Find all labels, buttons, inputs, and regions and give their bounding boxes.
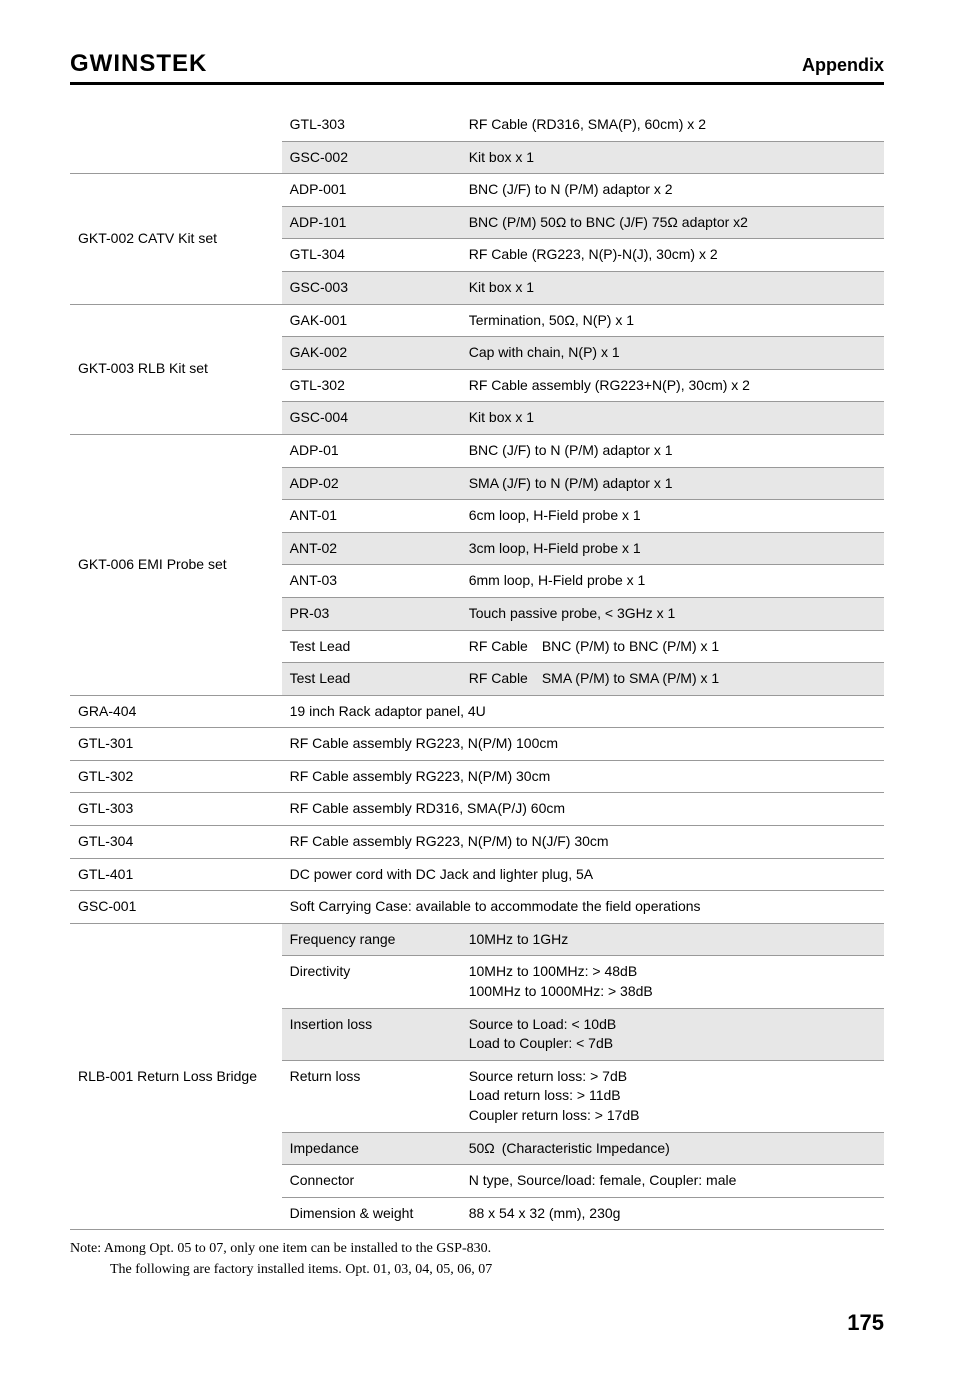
row-label: GTL-303 xyxy=(70,793,282,826)
row-label: GKT-006 EMI Probe set xyxy=(70,434,282,695)
row-key: Dimension & weight xyxy=(282,1197,461,1230)
row-value: 6cm loop, H-Field probe x 1 xyxy=(461,500,884,533)
row-key: ANT-02 xyxy=(282,532,461,565)
row-value: BNC (J/F) to N (P/M) adaptor x 2 xyxy=(461,174,884,207)
page-number: 175 xyxy=(70,1310,884,1336)
table-row: GTL-303RF Cable (RD316, SMA(P), 60cm) x … xyxy=(70,109,884,141)
row-key: ADP-001 xyxy=(282,174,461,207)
table-row: GTL-303RF Cable assembly RD316, SMA(P/J)… xyxy=(70,793,884,826)
row-key: GSC-003 xyxy=(282,271,461,304)
row-key: GSC-002 xyxy=(282,141,461,174)
row-label xyxy=(70,109,282,174)
row-value: RF Cable assembly (RG223+N(P), 30cm) x 2 xyxy=(461,369,884,402)
row-key: Return loss xyxy=(282,1060,461,1132)
row-value: 19 inch Rack adaptor panel, 4U xyxy=(282,695,884,728)
table-row: GTL-302RF Cable assembly RG223, N(P/M) 3… xyxy=(70,760,884,793)
table-row: GKT-003 RLB Kit setGAK-001Termination, 5… xyxy=(70,304,884,337)
row-value: 10MHz to 1GHz xyxy=(461,923,884,956)
specs-table: GTL-303RF Cable (RD316, SMA(P), 60cm) x … xyxy=(70,109,884,1230)
table-row: GSC-001Soft Carrying Case: available to … xyxy=(70,891,884,924)
footnote-line-1: Note: Among Opt. 05 to 07, only one item… xyxy=(70,1238,884,1259)
row-label: RLB-001 Return Loss Bridge xyxy=(70,923,282,1230)
row-value: RF Cable (RG223, N(P)-N(J), 30cm) x 2 xyxy=(461,239,884,272)
row-label: GKT-003 RLB Kit set xyxy=(70,304,282,434)
table-row: RLB-001 Return Loss BridgeFrequency rang… xyxy=(70,923,884,956)
row-key: Impedance xyxy=(282,1132,461,1165)
row-key: Connector xyxy=(282,1165,461,1198)
row-value: Source return loss: > 7dBLoad return los… xyxy=(461,1060,884,1132)
row-key: Directivity xyxy=(282,956,461,1008)
row-key: GTL-303 xyxy=(282,109,461,141)
row-value: RF Cable assembly RG223, N(P/M) to N(J/F… xyxy=(282,826,884,859)
row-key: Frequency range xyxy=(282,923,461,956)
row-key: GAK-001 xyxy=(282,304,461,337)
row-key: ANT-01 xyxy=(282,500,461,533)
footnote: Note: Among Opt. 05 to 07, only one item… xyxy=(70,1238,884,1280)
row-key: ANT-03 xyxy=(282,565,461,598)
row-label: GRA-404 xyxy=(70,695,282,728)
row-key: GTL-304 xyxy=(282,239,461,272)
row-key: Insertion loss xyxy=(282,1008,461,1060)
row-label: GTL-401 xyxy=(70,858,282,891)
table-row: GRA-40419 inch Rack adaptor panel, 4U xyxy=(70,695,884,728)
row-value: Kit box x 1 xyxy=(461,141,884,174)
row-value: Cap with chain, N(P) x 1 xyxy=(461,337,884,370)
row-value: 88 x 54 x 32 (mm), 230g xyxy=(461,1197,884,1230)
row-key: ADP-02 xyxy=(282,467,461,500)
section-title: Appendix xyxy=(802,55,884,76)
row-value: Source to Load: < 10dBLoad to Coupler: <… xyxy=(461,1008,884,1060)
table-row: GTL-304RF Cable assembly RG223, N(P/M) t… xyxy=(70,826,884,859)
row-value: Soft Carrying Case: available to accommo… xyxy=(282,891,884,924)
row-label: GTL-301 xyxy=(70,728,282,761)
row-key: GTL-302 xyxy=(282,369,461,402)
row-value: N type, Source/load: female, Coupler: ma… xyxy=(461,1165,884,1198)
row-value: RF Cable SMA (P/M) to SMA (P/M) x 1 xyxy=(461,663,884,696)
row-value: 10MHz to 100MHz: > 48dB100MHz to 1000MHz… xyxy=(461,956,884,1008)
row-value: Kit box x 1 xyxy=(461,271,884,304)
row-key: PR-03 xyxy=(282,597,461,630)
row-value: DC power cord with DC Jack and lighter p… xyxy=(282,858,884,891)
table-row: GTL-401DC power cord with DC Jack and li… xyxy=(70,858,884,891)
row-value: RF Cable assembly RD316, SMA(P/J) 60cm xyxy=(282,793,884,826)
row-value: RF Cable (RD316, SMA(P), 60cm) x 2 xyxy=(461,109,884,141)
row-value: RF Cable assembly RG223, N(P/M) 30cm xyxy=(282,760,884,793)
row-key: Test Lead xyxy=(282,663,461,696)
row-value: Termination, 50Ω, N(P) x 1 xyxy=(461,304,884,337)
row-value: RF Cable BNC (P/M) to BNC (P/M) x 1 xyxy=(461,630,884,663)
row-label: GSC-001 xyxy=(70,891,282,924)
row-key: Test Lead xyxy=(282,630,461,663)
row-value: RF Cable assembly RG223, N(P/M) 100cm xyxy=(282,728,884,761)
row-value: BNC (J/F) to N (P/M) adaptor x 1 xyxy=(461,434,884,467)
row-value: 50Ω (Characteristic Impedance) xyxy=(461,1132,884,1165)
row-value: 6mm loop, H-Field probe x 1 xyxy=(461,565,884,598)
row-label: GKT-002 CATV Kit set xyxy=(70,174,282,304)
table-row: GTL-301RF Cable assembly RG223, N(P/M) 1… xyxy=(70,728,884,761)
row-value: 3cm loop, H-Field probe x 1 xyxy=(461,532,884,565)
row-label: GTL-302 xyxy=(70,760,282,793)
row-label: GTL-304 xyxy=(70,826,282,859)
brand-logo: GWINSTEK xyxy=(70,50,207,78)
row-value: Kit box x 1 xyxy=(461,402,884,435)
row-value: Touch passive probe, < 3GHz x 1 xyxy=(461,597,884,630)
row-value: BNC (P/M) 50Ω to BNC (J/F) 75Ω adaptor x… xyxy=(461,206,884,239)
row-key: GAK-002 xyxy=(282,337,461,370)
table-row: GKT-002 CATV Kit setADP-001BNC (J/F) to … xyxy=(70,174,884,207)
row-key: ADP-01 xyxy=(282,434,461,467)
footnote-line-2: The following are factory installed item… xyxy=(70,1259,884,1280)
row-key: ADP-101 xyxy=(282,206,461,239)
row-value: SMA (J/F) to N (P/M) adaptor x 1 xyxy=(461,467,884,500)
table-row: GKT-006 EMI Probe setADP-01BNC (J/F) to … xyxy=(70,434,884,467)
row-key: GSC-004 xyxy=(282,402,461,435)
page-header: GWINSTEK Appendix xyxy=(70,50,884,85)
